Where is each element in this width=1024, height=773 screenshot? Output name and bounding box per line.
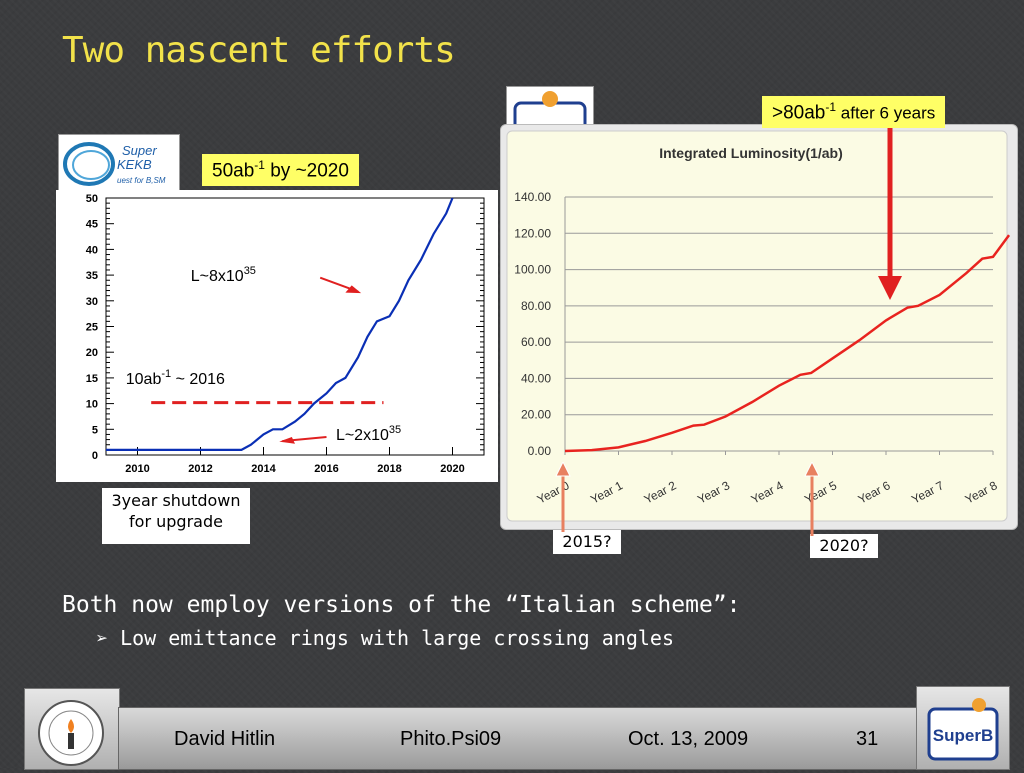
kekb-y-tick-label: 10 [86,399,98,411]
year-2020-note: 2020? [810,534,878,558]
superkekb-logo-text-3: uest for B,SM [117,176,166,185]
superb-goal-label: >80ab-1 after 6 years [762,96,946,129]
kekb-x-tick-label: 2010 [125,463,149,475]
kekb-annotation-10ab: 10ab-1 ~ 2016 [126,368,225,388]
kekb-plot-frame [105,197,485,456]
superb-chart-panel: Integrated Luminosity(1/ab) 0.00 20.00 40.0… [500,124,1018,530]
kekb-arrowhead-8e35 [345,285,362,294]
kekb-x-tick-label: 2016 [314,463,338,475]
superb-y-tick-label: 20.00 [521,408,551,422]
superb-y-tick-label: 140.00 [514,190,551,204]
superkekb-goal-value: 50ab [212,160,255,182]
superb-chart: Integrated Luminosity(1/ab) 0.00 20.00 40.0… [506,130,1011,522]
superb-goal-arrow [878,128,902,300]
kekb-y-tick-label: 30 [86,296,98,308]
kekb-y-tick-label: 40 [86,244,98,256]
superkekb-goal-rest: by ~2020 [264,160,349,182]
superb-y-tick-label: 120.00 [514,226,551,240]
kekb-annotation-8e35: L~8x1035 [191,265,256,285]
superb-y-tick-label: 100.00 [514,263,551,277]
caltech-seal [24,688,120,770]
kekb-series-line [106,197,454,451]
superb-y-tick-label: 0.00 [528,444,552,458]
superkekb-logo-text-1: Super [122,143,157,158]
bullet-arrow-icon: ➢ [96,626,109,650]
footer-date: Oct. 13, 2009 [628,728,749,750]
kekb-y-tick-label: 45 [86,219,98,231]
superb-chart-title: Integrated Luminosity(1/ab) [659,145,843,161]
superkekb-logo-text-2: KEKB [117,157,152,172]
caltech-seal-icon [38,700,104,766]
kekb-annotation-10ab-rest: ~ 2016 [171,371,225,388]
superkekb-logo-graphic: Super KEKB uest for B,SM [63,142,166,186]
superb-footer-logo: SuperB [916,686,1010,770]
shutdown-note: 3year shutdown for upgrade [102,488,250,544]
kekb-x-tick-label: 2018 [377,463,401,475]
footer-conference: Phito.Psi09 [400,728,502,750]
kekb-x-tick-label: 2012 [188,463,212,475]
superb-goal-rest: after 6 years [836,103,936,123]
kekb-annotation-2e35-sup: 35 [389,424,401,436]
superb-footer-logo-text: SuperB [933,726,993,745]
superkekb-chart-panel: 0 5 10 15 20 25 30 35 40 45 50 2010 2012 2014 2016 2018… [56,190,498,482]
kekb-y-tick-label: 35 [86,270,98,282]
kekb-annotation-10ab-sup: -1 [161,368,171,380]
kekb-y-tick-label: 50 [86,193,98,205]
kekb-arrowhead-2e35 [279,437,295,444]
kekb-y-tick-label: 20 [86,347,98,359]
bullet-text: Low emittance rings with large crossing … [120,626,674,650]
superkekb-goal-sup: -1 [254,158,265,172]
footer-bar [118,707,918,770]
year-2015-arrow [555,462,571,532]
kekb-y-tick-label: 25 [86,322,98,334]
superkekb-chart: 0 5 10 15 20 25 30 35 40 45 50 2010 2012 2014 2016 2018… [86,193,485,475]
superb-y-tick-label: 40.00 [521,371,551,385]
footer-author: David Hitlin [174,728,276,750]
superb-series-line [564,234,1011,453]
kekb-annotation-2e35: L~2x1035 [336,424,401,444]
superkekb-goal-label: 50ab-1 by ~2020 [202,154,359,187]
kekb-x-tick-label: 2020 [440,463,464,475]
superb-footer-logo-icon: SuperB [927,698,999,761]
superkekb-logo: Super KEKB uest for B,SM [58,134,180,194]
kekb-x-tick-label: 2014 [251,463,276,475]
superb-plot-area [506,130,1008,522]
superb-goal-value: >80ab [772,102,826,124]
bullet-item: ➢ Low emittance rings with large crossin… [96,626,674,650]
superb-goal-sup: -1 [825,100,837,114]
kekb-y-tick-label: 0 [92,450,98,462]
year-2020-arrow [804,462,820,536]
page-number: 31 [856,728,879,750]
superb-y-tick-label: 60.00 [521,335,551,349]
superb-y-tick-label: 80.00 [521,299,551,313]
year-2015-note: 2015? [553,530,621,554]
kekb-y-tick-label: 5 [92,424,98,436]
kekb-annotation-8e35-sup: 35 [244,265,256,277]
kekb-y-tick-label: 15 [86,373,98,385]
scheme-line: Both now employ versions of the “Italian… [62,592,741,618]
slide-title: Two nascent efforts [62,30,456,71]
